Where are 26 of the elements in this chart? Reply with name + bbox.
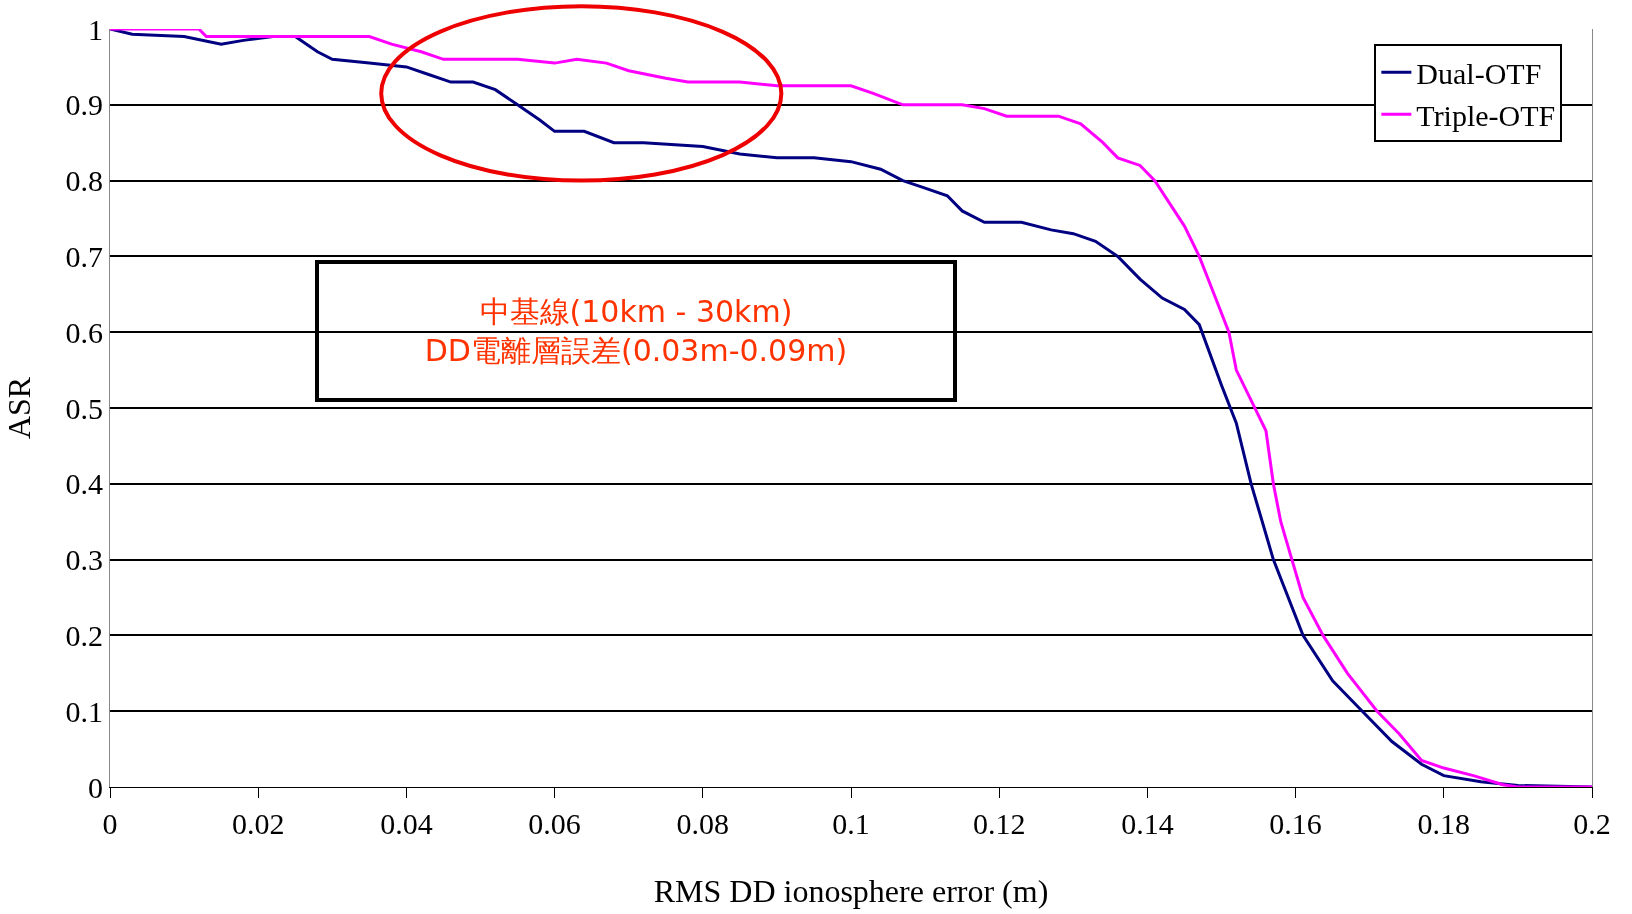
x-tick-label: 0.04 xyxy=(380,807,433,840)
y-tick-label: 0.4 xyxy=(65,467,103,501)
y-tick-label: 0.1 xyxy=(65,694,103,728)
x-tick-label: 0.08 xyxy=(676,807,730,840)
legend-label: Dual-OTF xyxy=(1416,56,1542,90)
y-tick-label: 0.3 xyxy=(65,543,103,577)
x-tick-label: 0.12 xyxy=(972,807,1026,840)
x-tick-label: 0.1 xyxy=(832,807,870,840)
x-tick-label: 0.2 xyxy=(1573,807,1611,840)
y-tick-label: 1 xyxy=(88,12,103,46)
x-tick-label: 0.18 xyxy=(1417,807,1471,840)
y-tick-label: 0.9 xyxy=(65,88,103,122)
annotation: 中基線(10km - 30km) DD電離層誤差(0.03m-0.09m) xyxy=(424,294,848,368)
x-tick-label: 0.02 xyxy=(231,807,285,840)
x-tick-label: 0.16 xyxy=(1269,807,1322,840)
y-tick-label: 0.5 xyxy=(65,391,103,425)
y-tick-label: 0.7 xyxy=(65,239,103,273)
x-tick-label: 0.14 xyxy=(1121,807,1174,840)
x-tick-label: 0.06 xyxy=(528,807,581,840)
y-tick-label: 0.2 xyxy=(65,618,103,652)
y-tick-label: 0.6 xyxy=(65,315,103,349)
y-axis-title: ASR xyxy=(0,376,37,440)
legend-label: Triple-OTF xyxy=(1416,98,1556,132)
y-tick-label: 0 xyxy=(88,770,103,804)
x-axis-title: RMS DD ionosphere error (m) xyxy=(653,872,1049,909)
y-tick-label: 0.8 xyxy=(65,164,103,198)
